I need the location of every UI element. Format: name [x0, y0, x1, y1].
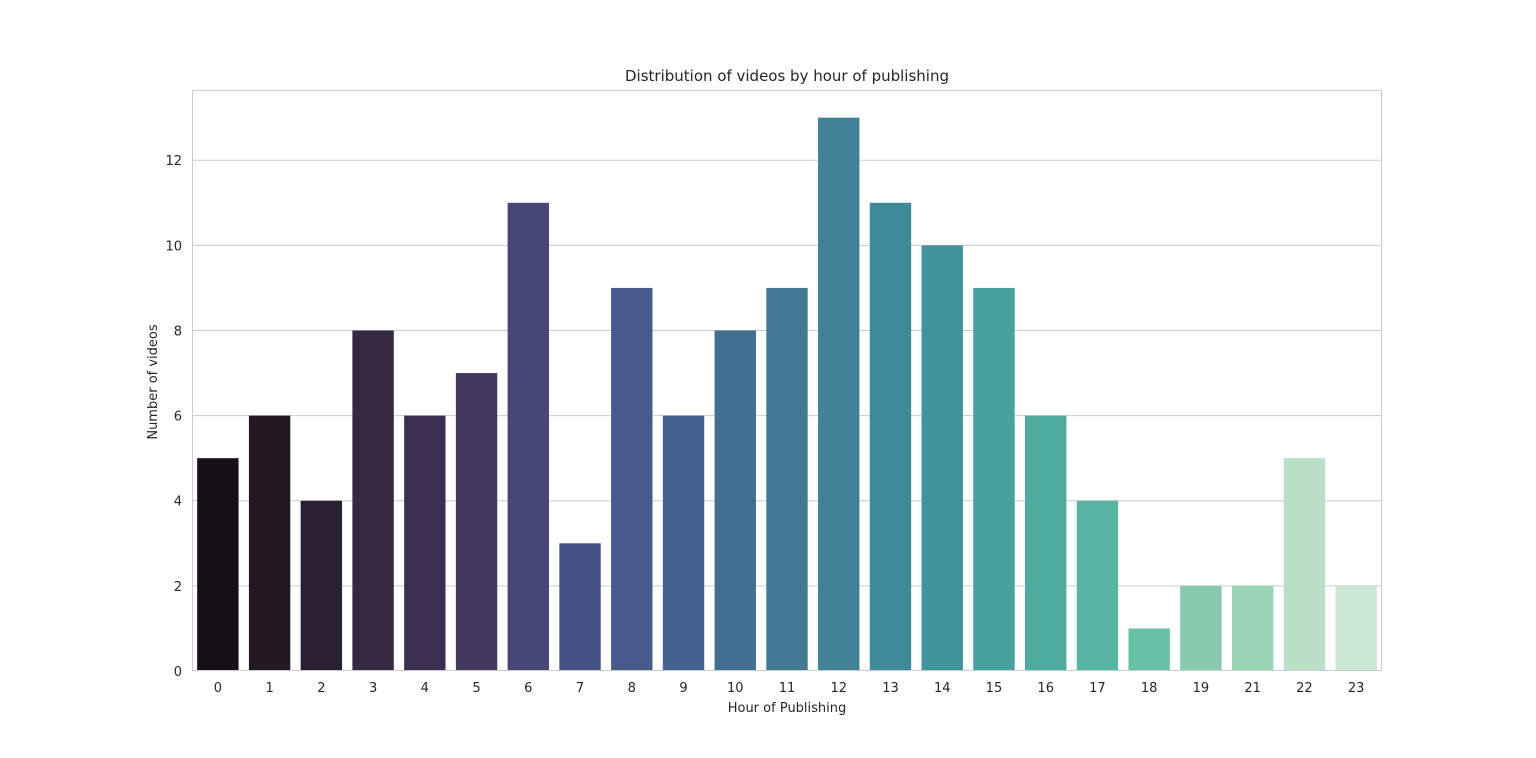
bar-hour-13	[869, 202, 912, 672]
y-axis-label: Number of videos	[146, 324, 161, 440]
bar-hour-18	[1128, 628, 1170, 671]
x-tick-label: 12	[830, 681, 847, 696]
x-tick-label: 0	[214, 681, 222, 696]
bar-hour-23	[1335, 585, 1377, 671]
bar-hour-2	[300, 500, 343, 671]
x-tick-label: 16	[1037, 681, 1054, 696]
bars	[197, 117, 1377, 672]
bar-hour-10	[714, 330, 756, 671]
x-tick-label: 15	[986, 681, 1003, 696]
bar-hour-4	[404, 415, 446, 671]
x-axis-label: Hour of Publishing	[728, 701, 847, 716]
x-tick-label: 8	[628, 681, 636, 696]
bar-hour-19	[1180, 585, 1222, 671]
x-tick-label: 7	[576, 681, 584, 696]
x-tick-label: 1	[265, 681, 273, 696]
bar-hour-11	[766, 287, 808, 671]
x-tick-label: 3	[369, 681, 377, 696]
bar-hour-1	[248, 415, 291, 671]
x-tick-label: 14	[934, 681, 951, 696]
x-tick-label: 13	[882, 681, 899, 696]
bar-hour-6	[507, 202, 549, 672]
x-tick-label: 10	[727, 681, 744, 696]
bar-hour-0	[197, 458, 239, 671]
bar-hour-17	[1076, 500, 1119, 671]
bar-hour-16	[1025, 415, 1067, 671]
bar-hour-8	[611, 287, 653, 671]
x-tick-label: 9	[679, 681, 687, 696]
x-tick-label: 5	[472, 681, 480, 696]
bar-hour-22	[1283, 458, 1326, 671]
bar-hour-14	[921, 245, 963, 671]
y-tick-label: 0	[174, 665, 182, 680]
chart-title: Distribution of videos by hour of publis…	[625, 67, 949, 85]
bar-hour-3	[352, 330, 394, 671]
x-tick-label: 6	[524, 681, 532, 696]
x-tick-label: 17	[1089, 681, 1106, 696]
bar-hour-7	[559, 543, 601, 671]
x-tick-label: 2	[317, 681, 325, 696]
y-tick-label: 2	[174, 580, 182, 595]
y-tick-labels: 0 2 4 6 8 10 12	[165, 154, 182, 680]
x-tick-labels: 0 1 2 3 4 5 6 7 8 9 10 11 12 13 14 15 16 17 18 19 21 22 23	[214, 681, 1365, 696]
y-tick-label: 4	[174, 495, 182, 510]
bar-hour-9	[662, 415, 705, 671]
x-tick-label: 23	[1348, 681, 1365, 696]
x-tick-label: 21	[1244, 681, 1261, 696]
x-tick-label: 22	[1296, 681, 1313, 696]
x-tick-label: 18	[1141, 681, 1158, 696]
y-tick-label: 10	[165, 239, 182, 254]
bar-hour-21	[1231, 585, 1274, 671]
x-tick-label: 4	[421, 681, 429, 696]
x-tick-label: 19	[1193, 681, 1210, 696]
x-tick-label: 11	[779, 681, 796, 696]
bar-hour-12	[818, 117, 860, 671]
y-tick-label: 6	[174, 410, 182, 425]
y-tick-label: 12	[165, 154, 182, 169]
y-tick-label: 8	[174, 324, 182, 339]
bar-hour-15	[973, 287, 1015, 671]
bar-hour-5	[455, 373, 498, 671]
plot-frame	[192, 90, 1382, 671]
